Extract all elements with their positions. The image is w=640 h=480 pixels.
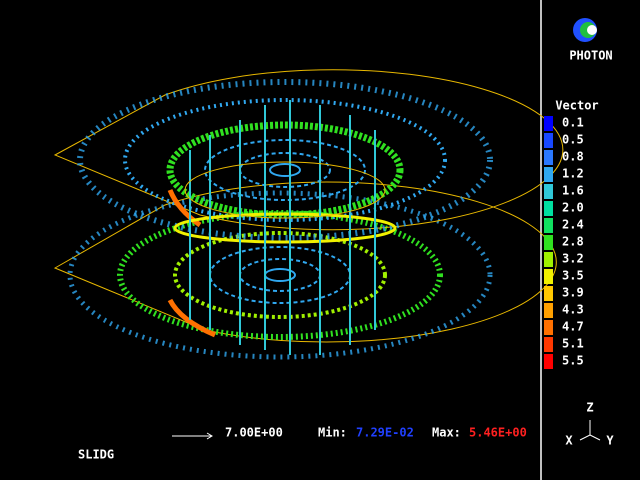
legend-swatch <box>544 286 553 301</box>
legend-label: 2.4 <box>562 218 584 232</box>
hot-region <box>173 212 397 244</box>
legend-label: 0.5 <box>562 133 584 147</box>
legend-label: 0.1 <box>562 116 584 130</box>
legend-label: 2.8 <box>562 235 584 249</box>
legend-label: 1.2 <box>562 167 584 181</box>
vector-ring <box>239 152 331 188</box>
legend-label: 3.2 <box>562 252 584 266</box>
legend-swatch <box>544 201 553 216</box>
legend: 0.1 0.5 0.8 1.2 1.6 2.0 2.4 2.8 3.2 3.5 3.9 4.3 4.7 5… <box>544 116 584 369</box>
legend-swatch <box>544 303 553 318</box>
case-name: SLIDG <box>78 448 114 462</box>
logo-icon <box>587 25 597 35</box>
legend-label: 1.6 <box>562 184 584 198</box>
legend-swatch <box>544 337 553 352</box>
legend-swatch <box>544 116 553 131</box>
reference-vector: 7.00E+00 <box>225 426 283 440</box>
cylinder-rim <box>184 161 386 219</box>
legend-swatch <box>544 150 553 165</box>
hot-region <box>167 189 202 228</box>
legend-label: 4.7 <box>562 320 584 334</box>
vector-ring <box>117 210 443 340</box>
legend-swatch <box>544 133 553 148</box>
legend-title: Vector <box>555 99 598 113</box>
legend-swatch <box>544 269 553 284</box>
logo: PHOTON <box>569 18 613 63</box>
min-label: Min: <box>318 426 347 440</box>
legend-swatch <box>544 252 553 267</box>
legend-swatch <box>544 184 553 199</box>
legend-swatch <box>544 235 553 250</box>
axis-x: X <box>565 434 573 448</box>
legend-label: 5.5 <box>562 354 584 368</box>
axis-triad <box>579 420 601 441</box>
legend-label: 0.8 <box>562 150 584 164</box>
legend-label: 2.0 <box>562 201 584 215</box>
vector-ring <box>67 190 493 360</box>
hot-region <box>167 298 216 338</box>
vector-ring <box>123 98 447 222</box>
legend-label: 3.9 <box>562 286 584 300</box>
reference-arrow-head <box>206 432 213 440</box>
vector-ring <box>269 163 301 177</box>
legend-swatch <box>544 167 553 182</box>
legend-swatch <box>544 218 553 233</box>
min-value: 7.29E-02 <box>356 426 414 440</box>
legend-swatch <box>544 320 553 335</box>
logo-title: PHOTON <box>569 49 612 63</box>
vector-ring <box>77 79 493 241</box>
vector-ring <box>204 139 366 201</box>
legend-label: 5.1 <box>562 337 584 351</box>
vector-ring <box>173 231 387 319</box>
legend-label: 4.3 <box>562 303 584 317</box>
flow-visualization <box>53 69 564 360</box>
cylinder-grid <box>189 100 376 355</box>
legend-swatch <box>544 354 553 369</box>
lower-disc-outline <box>53 181 557 343</box>
axis-z: Z <box>586 401 593 415</box>
max-value: 5.46E+00 <box>469 426 527 440</box>
max-label: Max: <box>432 426 461 440</box>
axis-y: Y <box>606 434 614 448</box>
legend-label: 3.5 <box>562 269 584 283</box>
